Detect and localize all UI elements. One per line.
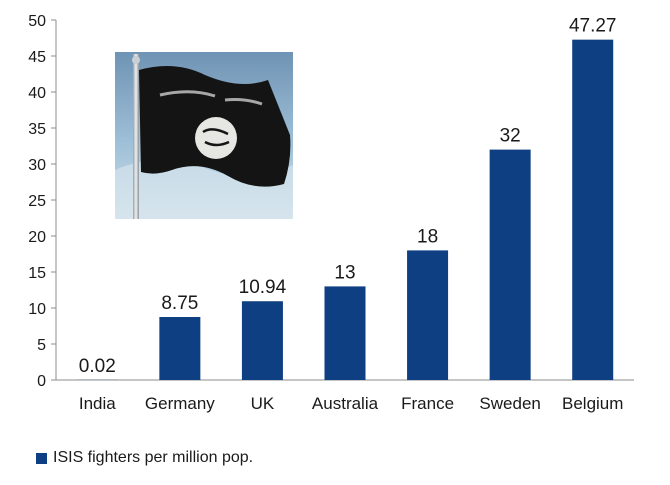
flag-photo — [115, 52, 293, 219]
category-labels: India Germany UK Australia France Sweden Belgi… — [79, 394, 624, 413]
legend: ISIS fighters per million pop. — [36, 449, 253, 467]
data-label-uk: 10.94 — [239, 277, 287, 298]
legend-label: ISIS fighters per million pop. — [53, 449, 254, 466]
bar-germany — [159, 317, 201, 380]
data-labels: 0.02 8.75 10.94 13 18 32 47.27 — [79, 16, 617, 377]
y-tick-label: 50 — [28, 13, 46, 30]
y-tick-label: 35 — [28, 121, 46, 138]
y-tick-label: 30 — [28, 157, 46, 174]
y-tick-label: 0 — [37, 373, 46, 390]
bar-uk — [241, 301, 283, 380]
data-label-france: 18 — [417, 226, 438, 247]
y-tick-label: 45 — [28, 49, 46, 66]
data-label-germany: 8.75 — [161, 293, 198, 314]
bar-belgium — [572, 39, 614, 380]
bars — [76, 39, 614, 380]
y-ticks: 0 5 10 15 20 25 30 35 40 45 50 — [28, 13, 56, 390]
y-tick-label: 40 — [28, 85, 46, 102]
category-label-belgium: Belgium — [562, 394, 623, 413]
y-tick-label: 25 — [28, 193, 46, 210]
y-tick-label: 5 — [37, 337, 46, 354]
category-label-uk: UK — [251, 394, 275, 413]
data-label-australia: 13 — [334, 262, 355, 283]
legend-swatch — [36, 452, 47, 464]
data-label-belgium: 47.27 — [569, 16, 617, 37]
y-tick-label: 15 — [28, 265, 46, 282]
category-label-australia: Australia — [312, 394, 379, 413]
category-label-germany: Germany — [145, 394, 215, 413]
bar-france — [407, 250, 449, 380]
bar-sweden — [489, 149, 531, 380]
y-tick-label: 20 — [28, 229, 46, 246]
category-label-india: India — [79, 394, 116, 413]
data-label-sweden: 32 — [500, 126, 521, 147]
data-label-india: 0.02 — [79, 356, 116, 377]
category-label-sweden: Sweden — [479, 394, 540, 413]
category-label-france: France — [401, 394, 454, 413]
bar-australia — [324, 286, 366, 380]
y-tick-label: 10 — [28, 301, 46, 318]
